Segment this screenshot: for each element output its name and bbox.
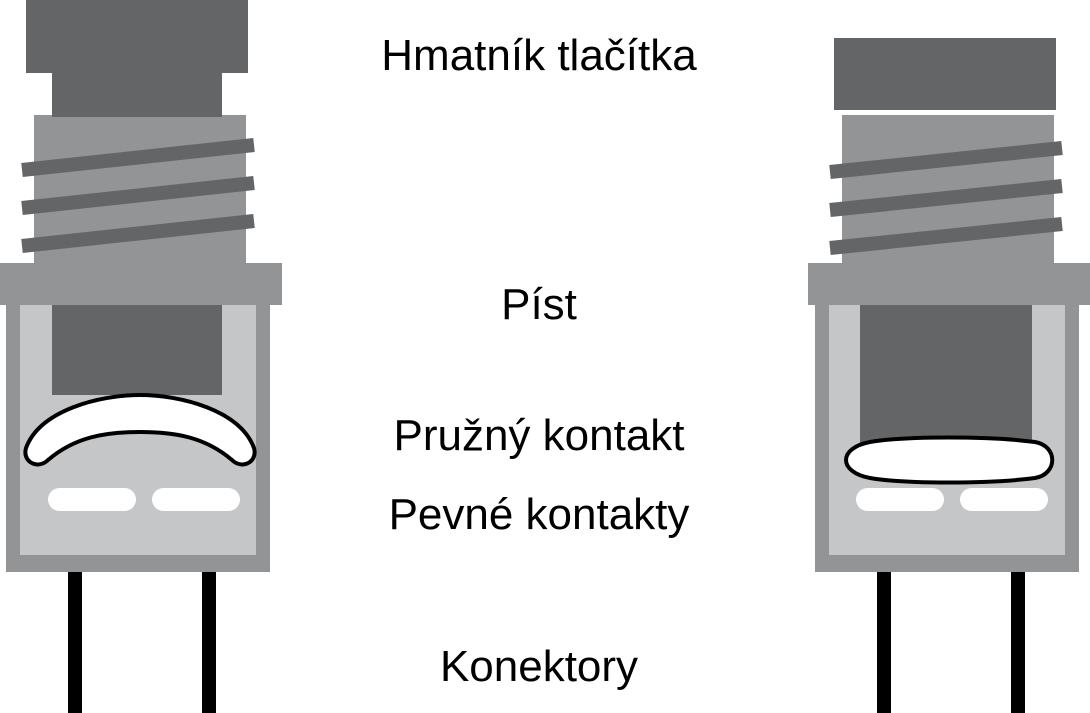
switch-pressed	[808, 38, 1090, 713]
button-cap	[834, 38, 1056, 110]
spring-contact-flat	[844, 435, 1055, 485]
label-spring-contact: Pružný kontakt	[393, 411, 684, 460]
thread-lines	[21, 138, 255, 253]
label-plunger: Píst	[501, 280, 577, 329]
fixed-contact-left	[856, 488, 944, 511]
mounting-flange	[808, 263, 1090, 305]
fixed-contact-left	[48, 488, 136, 511]
button-cap	[26, 0, 248, 73]
labels: Hmatník tlačítka Píst Pružný kontakt Pev…	[381, 31, 697, 691]
label-button-cap: Hmatník tlačítka	[381, 31, 697, 80]
spring-contact-bowed	[23, 393, 257, 467]
fixed-contact-right	[152, 488, 240, 511]
switch-released	[0, 0, 282, 713]
plunger	[860, 300, 1032, 445]
mounting-flange	[0, 263, 282, 305]
plunger	[52, 300, 222, 395]
label-fixed-contacts: Pevné kontakty	[389, 490, 690, 539]
thread-lines	[829, 141, 1063, 255]
button-stem	[52, 72, 222, 117]
fixed-contact-right	[960, 488, 1048, 511]
label-connectors: Konektory	[440, 642, 638, 691]
